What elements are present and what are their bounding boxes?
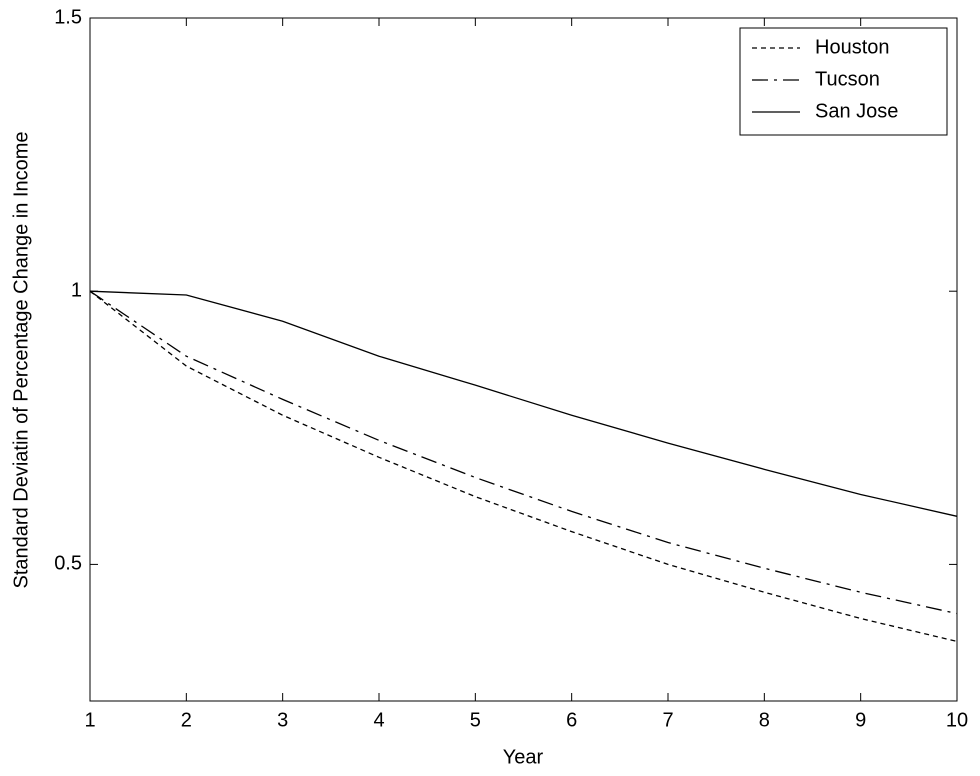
legend-label: Tucson <box>815 68 880 90</box>
line-series <box>89 290 958 615</box>
x-axis-label: Year <box>503 746 544 768</box>
y-tick-label: 0.5 <box>54 553 82 575</box>
line-series <box>89 290 958 517</box>
x-tick-label: 4 <box>373 709 384 731</box>
line-series <box>89 290 958 643</box>
x-tick-label: 7 <box>662 709 673 731</box>
x-tick-label: 10 <box>946 709 968 731</box>
y-tick-label: 1 <box>71 279 82 301</box>
plot-area <box>89 17 958 702</box>
x-tick-label: 6 <box>566 709 577 731</box>
legend-label: San Jose <box>815 100 898 122</box>
y-axis-label: Standard Deviatin of Percentage Change i… <box>10 132 32 589</box>
x-tick-label: 9 <box>855 709 866 731</box>
x-tick-label: 2 <box>181 709 192 731</box>
legend-box <box>739 27 948 136</box>
x-tick-label: 8 <box>759 709 770 731</box>
x-tick-label: 3 <box>277 709 288 731</box>
x-tick-label: 5 <box>470 709 481 731</box>
x-tick-label: 1 <box>84 709 95 731</box>
y-tick-label: 1.5 <box>54 6 82 28</box>
legend-label: Houston <box>815 36 890 58</box>
